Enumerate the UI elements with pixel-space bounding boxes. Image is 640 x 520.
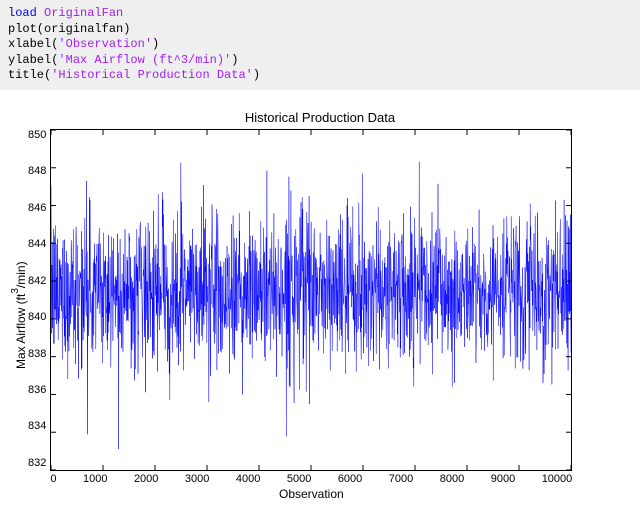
- y-tick: 846: [28, 202, 46, 214]
- y-tick: 848: [28, 165, 46, 177]
- code-title-str: 'Historical Production Data': [51, 68, 253, 82]
- x-tick: 4000: [236, 473, 260, 485]
- x-axis-label: Observation: [50, 487, 572, 501]
- matlab-code-block: load OriginalFan plot(originalfan) xlabe…: [0, 0, 640, 90]
- x-axis-ticks: 0 1000 2000 3000 4000 5000 6000 7000 8000 9000 100…: [50, 473, 572, 485]
- x-tick: 9000: [491, 473, 515, 485]
- y-tick: 842: [28, 275, 46, 287]
- code-ylabel-fn: ylabel(: [8, 53, 58, 67]
- code-xlabel-str: 'Observation': [58, 37, 152, 51]
- code-plot-call: plot(originalfan): [8, 22, 130, 36]
- code-ylabel-end: ): [231, 53, 238, 67]
- x-tick: 8000: [440, 473, 464, 485]
- chart-container: Historical Production Data Max Airflow (…: [0, 90, 640, 511]
- code-title-end: ): [253, 68, 260, 82]
- code-keyword-load: load: [8, 6, 37, 20]
- y-tick: 850: [28, 129, 46, 141]
- y-tick: 840: [28, 311, 46, 323]
- y-tick: 844: [28, 238, 46, 250]
- y-tick: 838: [28, 348, 46, 360]
- code-xlabel-end: ): [152, 37, 159, 51]
- time-series-svg: [51, 130, 571, 470]
- plot-outer: Max Airflow (ft3/min) 850 848 846 844 842 840…: [10, 129, 630, 501]
- x-tick: 6000: [338, 473, 362, 485]
- x-tick: 7000: [389, 473, 413, 485]
- x-tick: 2000: [134, 473, 158, 485]
- y-axis-ticks: 850 848 846 844 842 840 838 836 834 832: [28, 129, 50, 469]
- y-tick: 832: [28, 457, 46, 469]
- y-tick: 836: [28, 384, 46, 396]
- code-title-fn: title(: [8, 68, 51, 82]
- data-series: [51, 161, 571, 449]
- y-axis-label: Max Airflow (ft3/min): [10, 129, 28, 501]
- y-tick: 834: [28, 420, 46, 432]
- x-tick: 0: [50, 473, 56, 485]
- plot-area: [50, 129, 572, 471]
- x-tick: 10000: [542, 473, 573, 485]
- chart-title: Historical Production Data: [10, 110, 630, 125]
- code-ylabel-str: 'Max Airflow (ft^3/min)': [58, 53, 231, 67]
- x-tick: 5000: [287, 473, 311, 485]
- x-tick: 3000: [185, 473, 209, 485]
- code-xlabel-fn: xlabel(: [8, 37, 58, 51]
- x-tick: 1000: [83, 473, 107, 485]
- code-arg-originalfan: OriginalFan: [37, 6, 123, 20]
